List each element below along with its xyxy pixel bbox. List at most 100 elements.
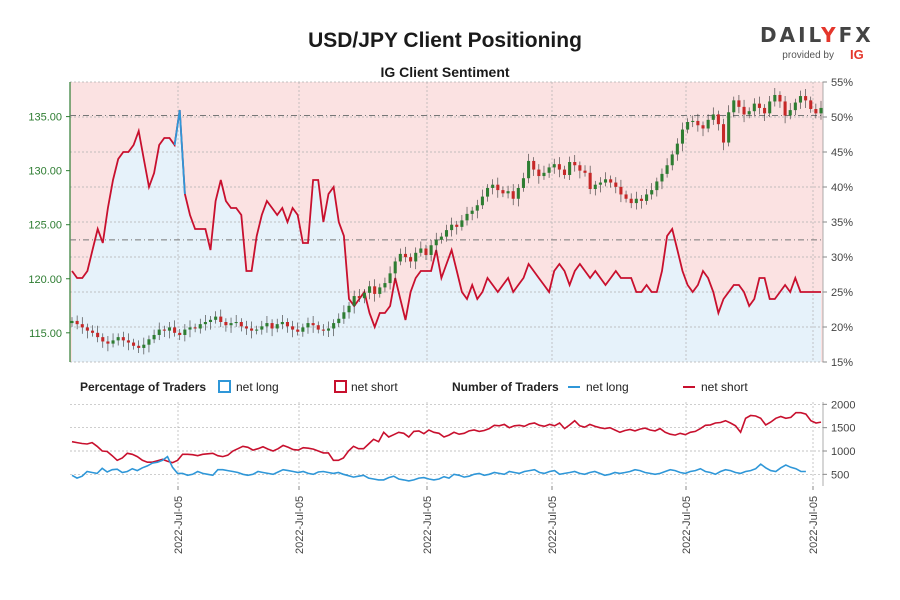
candle-body (819, 107, 823, 114)
traders-tick-label: 1500 (831, 423, 855, 435)
price-tick-label: 125.00 (28, 220, 62, 232)
sentiment-line (71, 109, 821, 330)
candle-body (752, 103, 756, 112)
candle-body (547, 167, 551, 173)
candle-body (798, 96, 803, 103)
candle-body (691, 120, 695, 122)
candle-body (439, 236, 443, 240)
candle-body (450, 224, 454, 231)
candle-body (634, 198, 638, 204)
candle-body (727, 112, 731, 143)
candle-body (85, 327, 89, 331)
candle-body (763, 107, 767, 114)
candle-body (783, 101, 787, 116)
candle-body (332, 323, 336, 329)
candle-body (470, 210, 474, 214)
candle-body (624, 194, 628, 199)
candles (70, 87, 823, 355)
candle-body (183, 329, 187, 335)
candle-body (90, 330, 95, 333)
candle-body (506, 191, 510, 194)
legend: Percentage of Traders net long net short… (80, 380, 748, 394)
candle-body (362, 292, 366, 299)
candle-body (188, 327, 192, 330)
candle-body (768, 101, 772, 114)
date-axis: 2022-Jul-05 2022-Jul-05 2022-Jul-05 2022-Ju… (173, 486, 820, 554)
candle-body (321, 329, 325, 331)
chart-title: USD/JPY Client Positioning (308, 29, 582, 52)
candle-body (701, 125, 705, 129)
candle-body (639, 198, 643, 201)
candle-body (291, 326, 295, 330)
chart-subtitle: IG Client Sentiment (380, 64, 509, 80)
candle-body (552, 164, 556, 168)
candle-body (398, 253, 402, 262)
candle-body (711, 114, 715, 120)
candle-body (773, 94, 777, 102)
sentiment-segment-long (173, 109, 181, 146)
candle-body (193, 327, 197, 329)
candle-body (557, 164, 561, 170)
candle-body (629, 198, 633, 204)
candle-body (675, 143, 679, 155)
sentiment-tick-label: 25% (831, 287, 853, 299)
candle-body (788, 110, 792, 116)
sentiment-tick-label: 50% (831, 112, 853, 124)
candle-body (132, 342, 136, 346)
date-tick-label: 2022-Jul-05 (294, 496, 306, 554)
main-grid (69, 81, 824, 363)
brand-fx: FX (839, 23, 874, 47)
traders-tick-label: 2000 (831, 399, 855, 411)
candle-body (409, 257, 413, 262)
candle-body (747, 111, 751, 115)
candle-body (619, 186, 623, 195)
candle-body (455, 224, 459, 227)
candle-body (491, 184, 495, 188)
candle-body (388, 273, 392, 284)
candle-body (670, 154, 674, 166)
candle-body (814, 109, 818, 114)
candle-body (578, 165, 582, 171)
candle-body (460, 220, 464, 227)
candle-body (757, 103, 761, 108)
candle-body (603, 179, 608, 183)
candle-body (655, 181, 659, 191)
price-tick-label: 135.00 (28, 112, 62, 124)
sentiment-tick-label: 20% (831, 322, 853, 334)
candle-body (142, 344, 146, 348)
candle-body (75, 320, 79, 325)
candle-body (516, 187, 520, 199)
candle-body (424, 248, 428, 255)
candle-body (368, 286, 372, 293)
sentiment-tick-label: 55% (831, 77, 853, 89)
price-axis: 135.00 130.00 125.00 120.00 115.00 (28, 112, 70, 340)
candle-body (152, 334, 156, 340)
traders-net-short-line (71, 411, 822, 464)
candle-body (234, 322, 238, 324)
candle-body (265, 323, 269, 327)
candle-body (337, 318, 341, 324)
brand-ig: IG (850, 47, 864, 62)
candle-body (696, 120, 700, 126)
candle-body (147, 339, 151, 345)
candle-body (465, 213, 469, 221)
legend-num-short: net short (701, 380, 748, 394)
price-sentiment-panel: 135.00 130.00 125.00 120.00 115.00 55% 50% 45%… (28, 77, 853, 369)
candle-body (686, 122, 690, 130)
candle-body (116, 337, 120, 341)
candle-body (101, 337, 105, 342)
candle-body (111, 340, 115, 344)
candle-body (496, 184, 500, 191)
sentiment-tick-label: 40% (831, 182, 853, 194)
candle-body (167, 327, 172, 331)
candle-body (429, 245, 433, 255)
candle-body (208, 319, 213, 322)
candle-body (219, 316, 223, 322)
candle-body (214, 316, 218, 320)
candle-body (162, 329, 166, 331)
candle-body (588, 172, 592, 190)
candle-body (665, 165, 669, 174)
legend-pct-long: net long (236, 380, 279, 394)
candle-body (301, 327, 305, 332)
